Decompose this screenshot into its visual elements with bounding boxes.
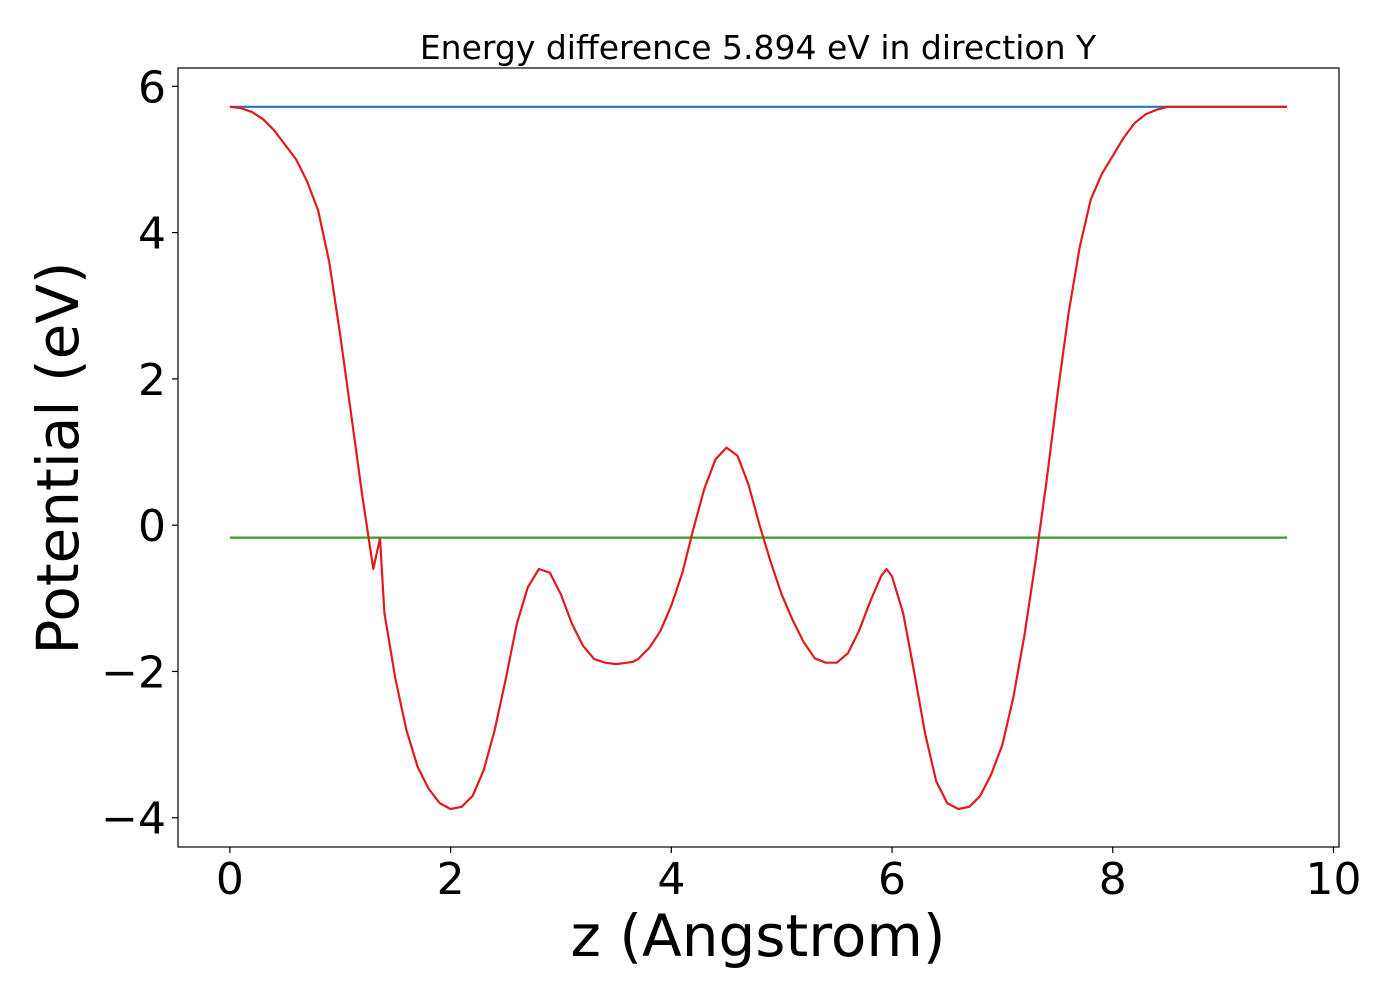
- y-tick-label: 0: [138, 501, 166, 552]
- y-tick-label: −2: [101, 647, 166, 698]
- y-tick-label: 4: [138, 209, 166, 260]
- y-axis-label: Potential (eV): [24, 261, 92, 654]
- y-tick-label: 6: [138, 62, 166, 113]
- x-tick-label: 0: [216, 854, 244, 905]
- x-tick-label: 2: [437, 854, 465, 905]
- series-line-0: [229, 105, 1288, 811]
- plot-frame: [177, 67, 1340, 848]
- chart-title: Energy difference 5.894 eV in direction …: [420, 28, 1097, 67]
- x-tick-label: 6: [878, 854, 906, 905]
- plot-area: [229, 105, 1288, 811]
- x-tick-label: 8: [1099, 854, 1127, 905]
- x-axis: 0 2 4 6 8 10: [216, 847, 1361, 905]
- y-tick-label: 2: [138, 355, 166, 406]
- x-tick-label: 4: [657, 854, 685, 905]
- x-axis-label: z (Angstrom): [571, 902, 946, 970]
- y-tick-label: −4: [101, 794, 166, 845]
- y-axis: −4 −2 0 2 4 6: [101, 62, 178, 845]
- x-tick-label: 10: [1305, 854, 1361, 905]
